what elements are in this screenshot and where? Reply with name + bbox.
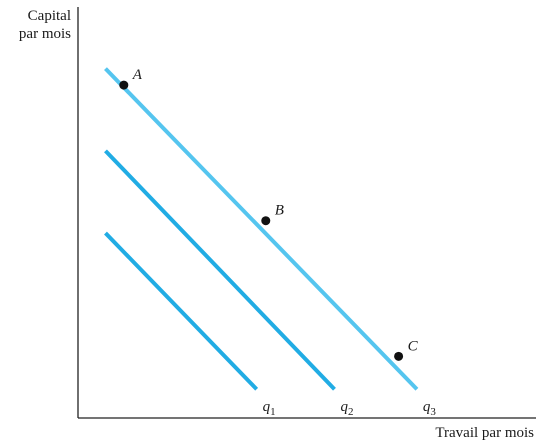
series-label-q3: q3 xyxy=(423,399,437,418)
y-axis-title-line-2: par mois xyxy=(18,26,71,42)
point-label-B: B xyxy=(275,203,284,219)
points-layer: A B C xyxy=(119,67,419,361)
point-label-C: C xyxy=(408,338,419,354)
series-layer: q1 q2 q3 xyxy=(104,67,437,418)
y-axis-title: Capital par mois xyxy=(0,7,71,43)
y-axis-title-line-1: Capital xyxy=(27,8,71,24)
isoquant-line-q3 xyxy=(104,67,419,391)
point-label-A: A xyxy=(132,67,143,83)
x-axis-title: Travail par mois xyxy=(435,425,534,441)
point-A xyxy=(119,80,129,90)
point-C xyxy=(394,351,404,361)
isoquant-line-q2 xyxy=(104,149,336,391)
point-B xyxy=(261,216,271,226)
series-label-q2: q2 xyxy=(340,399,353,418)
series-label-q1: q1 xyxy=(263,399,276,418)
isoquant-line-q1 xyxy=(104,231,259,391)
